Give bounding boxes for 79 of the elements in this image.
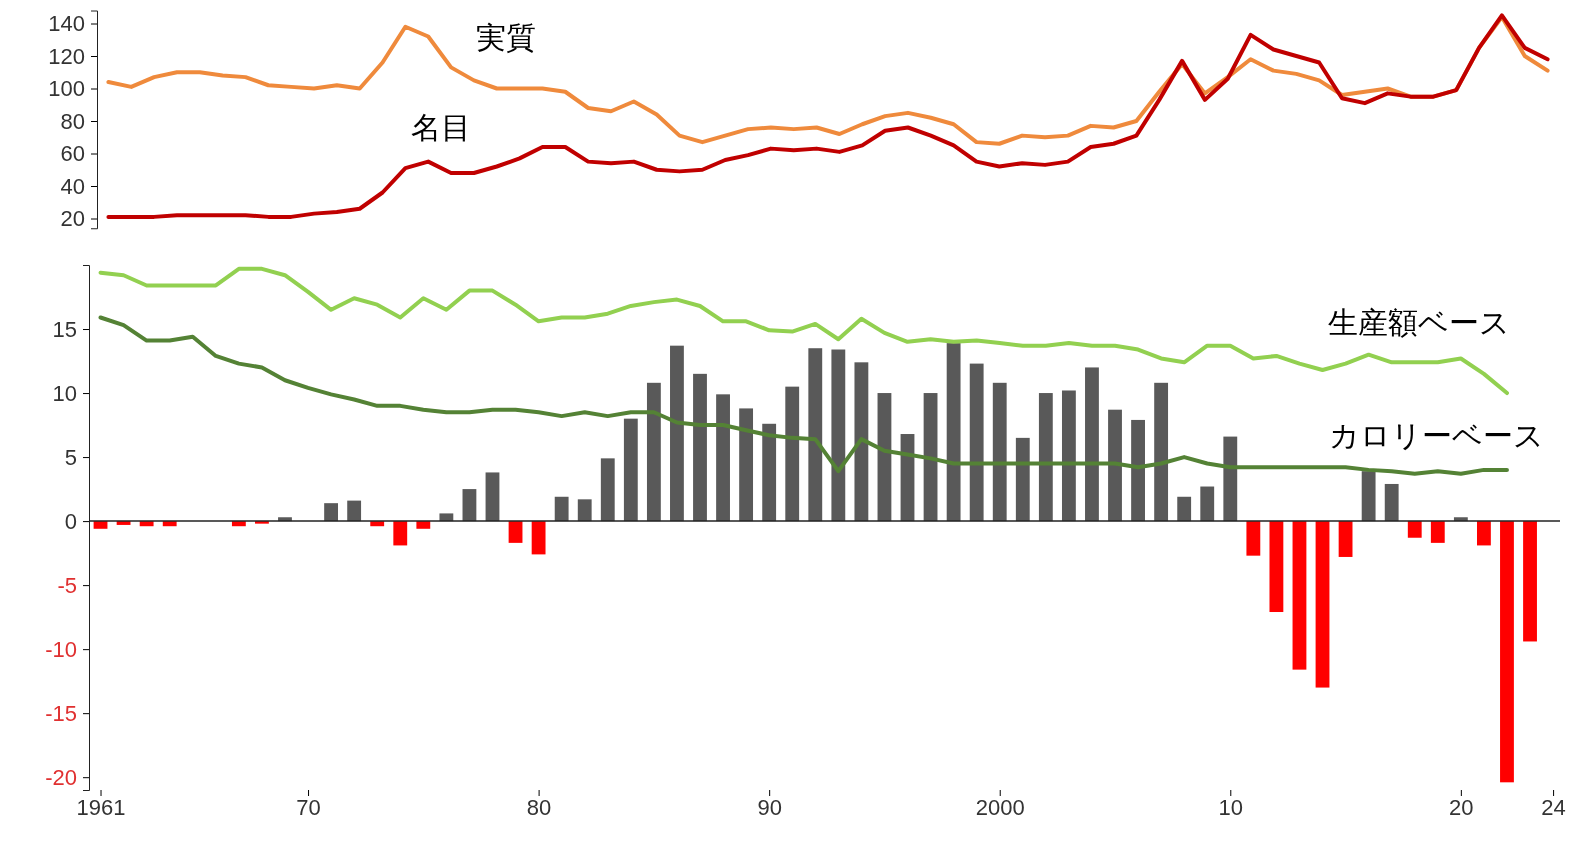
bar [393, 521, 408, 546]
bar [1200, 486, 1215, 522]
bar [785, 386, 800, 522]
bar [554, 496, 569, 522]
bar [923, 393, 938, 522]
bar [600, 458, 615, 522]
y-tick-label: 20 [60, 206, 85, 232]
y-tick-label: 60 [60, 141, 85, 167]
bar [1246, 521, 1261, 556]
bar [646, 382, 661, 522]
y-tick-label: -5 [57, 572, 77, 598]
bar [1061, 390, 1076, 522]
bar [716, 394, 730, 522]
bar [1523, 521, 1537, 642]
bar [739, 408, 754, 522]
x-tick-label: 90 [757, 794, 782, 820]
x-tick-label: 2000 [975, 794, 1025, 820]
x-tick-label: 70 [296, 794, 321, 820]
bar [1131, 419, 1145, 522]
bar [1315, 521, 1330, 688]
y-tick-label: 5 [64, 444, 77, 470]
y-tick-label: 120 [48, 43, 85, 69]
bar [485, 472, 500, 522]
x-tick-label: 24 [1541, 794, 1566, 820]
bar [1108, 409, 1122, 522]
line-series [98, 266, 1509, 396]
bar [1430, 521, 1445, 543]
bar [1015, 437, 1030, 522]
series-label: 生産額ベース [1327, 305, 1510, 339]
y-tick-label: 15 [52, 316, 77, 342]
bar [1477, 521, 1491, 546]
bar [508, 521, 523, 543]
y-tick-label: -20 [45, 764, 77, 790]
bar [577, 499, 592, 522]
bar [762, 423, 777, 522]
bar [531, 521, 546, 555]
bar [1038, 393, 1053, 522]
bar [324, 503, 339, 522]
bar [854, 362, 869, 522]
bar [1361, 471, 1376, 522]
bar [877, 393, 892, 522]
bar [831, 349, 846, 522]
bar [1269, 521, 1284, 613]
bar [992, 382, 1007, 522]
bar [1085, 367, 1099, 522]
bar [439, 513, 454, 522]
bar [1500, 521, 1514, 783]
bar [693, 373, 707, 522]
bar [1338, 521, 1353, 557]
bar [1407, 521, 1422, 538]
y-tick-label: 100 [48, 76, 85, 102]
bar [1292, 521, 1307, 670]
bar [946, 343, 961, 522]
line-series [106, 13, 1550, 219]
y-tick-label: -10 [45, 636, 77, 662]
bar [808, 348, 823, 522]
bar [462, 489, 477, 522]
x-tick-label: 10 [1218, 794, 1244, 820]
series-label: 名目 [410, 111, 471, 145]
bar [1223, 436, 1238, 522]
bar [1154, 382, 1169, 522]
x-tick-label: 1961 [76, 794, 126, 820]
series-label: 実質 [476, 20, 537, 54]
y-tick-label: 0 [64, 508, 77, 534]
bar [969, 363, 984, 522]
bar [670, 345, 684, 522]
bar [416, 521, 431, 529]
bar [347, 500, 362, 522]
x-tick-label: 80 [526, 794, 552, 820]
y-tick-label: 140 [48, 11, 85, 37]
bar [1177, 496, 1192, 522]
y-tick-label: -15 [45, 700, 77, 726]
y-tick-label: 40 [60, 173, 85, 199]
bar [623, 418, 638, 522]
bar [1384, 483, 1399, 522]
y-tick-label: 80 [60, 108, 85, 134]
x-tick-label: 20 [1449, 794, 1474, 820]
series-label: カロリーベース [1328, 419, 1544, 453]
y-tick-label: 10 [52, 380, 77, 406]
